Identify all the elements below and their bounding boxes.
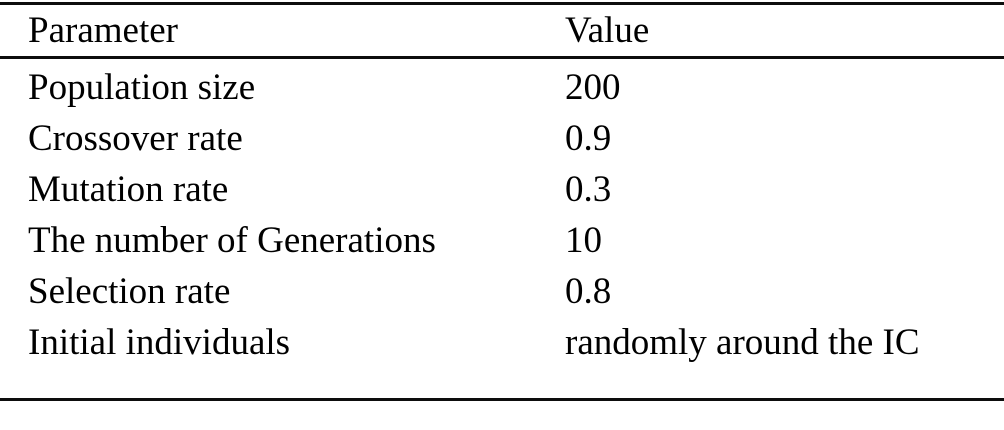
parameter-cell: The number of Generations [28, 220, 436, 261]
parameter-cell: Mutation rate [28, 169, 229, 210]
value-cell: 0.8 [565, 271, 612, 312]
column-header-parameter: Parameter [0, 3, 565, 59]
parameter-cell: Initial individuals [28, 322, 291, 363]
value-cell: 0.9 [565, 118, 612, 159]
table-row: Crossover rate 0.9 [0, 113, 1004, 164]
column-header-value: Value [565, 3, 1004, 59]
table-body: Population size 200 Crossover rate 0.9 M… [0, 58, 1004, 400]
value-cell: 0.3 [565, 169, 612, 210]
value-cell: 200 [565, 67, 621, 108]
table-row: The number of Generations 10 [0, 215, 1004, 266]
parameter-cell: Population size [28, 67, 256, 108]
parameter-cell: Selection rate [28, 271, 231, 312]
table-row: Population size 200 [0, 58, 1004, 114]
table-row: Selection rate 0.8 [0, 266, 1004, 317]
table-header: Parameter Value [0, 3, 1004, 59]
table-row: Initial individuals randomly around the … [0, 317, 1004, 400]
parameter-table: Parameter Value Population size 200 Cros… [0, 2, 1004, 401]
table-row: Mutation rate 0.3 [0, 164, 1004, 215]
value-cell: randomly around the IC [565, 322, 920, 363]
header-row: Parameter Value [0, 3, 1004, 59]
value-cell: 10 [565, 220, 602, 261]
parameter-cell: Crossover rate [28, 118, 243, 159]
